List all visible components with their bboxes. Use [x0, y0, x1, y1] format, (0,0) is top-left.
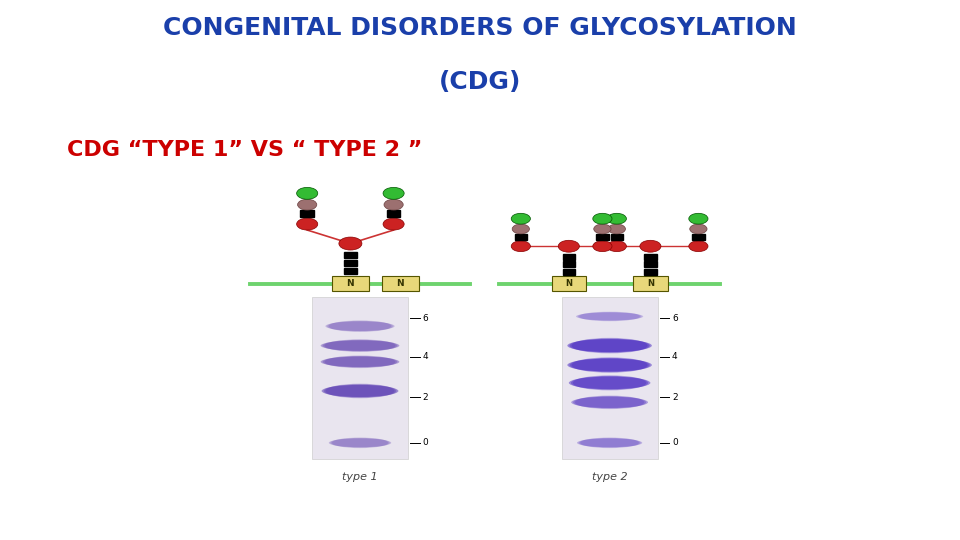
- Circle shape: [593, 224, 611, 234]
- Ellipse shape: [568, 376, 651, 389]
- Ellipse shape: [569, 339, 650, 353]
- Circle shape: [608, 241, 627, 252]
- Ellipse shape: [321, 340, 399, 351]
- Circle shape: [511, 241, 530, 252]
- FancyBboxPatch shape: [551, 276, 586, 291]
- Circle shape: [639, 240, 660, 252]
- Bar: [515, 234, 527, 240]
- Text: 2: 2: [422, 393, 428, 402]
- Ellipse shape: [324, 355, 396, 368]
- Ellipse shape: [323, 356, 397, 368]
- Ellipse shape: [578, 312, 641, 321]
- Text: 4: 4: [672, 353, 678, 361]
- Bar: [344, 252, 357, 258]
- Circle shape: [383, 218, 404, 230]
- Bar: [387, 210, 400, 217]
- Circle shape: [513, 224, 530, 234]
- Ellipse shape: [571, 357, 648, 373]
- Circle shape: [383, 187, 404, 199]
- Ellipse shape: [567, 339, 652, 352]
- Bar: [692, 234, 705, 240]
- Circle shape: [689, 241, 708, 252]
- Text: type 2: type 2: [591, 472, 628, 483]
- Text: N: N: [396, 279, 404, 288]
- Ellipse shape: [329, 320, 391, 332]
- Ellipse shape: [573, 375, 646, 390]
- Bar: [644, 254, 657, 260]
- Text: type 1: type 1: [342, 472, 378, 483]
- Circle shape: [511, 213, 530, 224]
- Text: 6: 6: [672, 314, 678, 322]
- Bar: [644, 269, 657, 275]
- FancyBboxPatch shape: [634, 276, 668, 291]
- Circle shape: [690, 224, 707, 234]
- Ellipse shape: [324, 339, 396, 352]
- Text: N: N: [647, 279, 654, 288]
- Ellipse shape: [576, 312, 643, 320]
- Circle shape: [689, 213, 708, 224]
- Ellipse shape: [571, 338, 648, 353]
- Bar: [344, 260, 357, 266]
- Text: N: N: [347, 279, 354, 288]
- Bar: [596, 234, 609, 240]
- Circle shape: [384, 199, 403, 210]
- Text: (CDG): (CDG): [439, 70, 521, 94]
- FancyBboxPatch shape: [382, 276, 419, 291]
- FancyBboxPatch shape: [562, 297, 658, 459]
- Ellipse shape: [327, 321, 393, 332]
- Ellipse shape: [579, 438, 640, 448]
- Circle shape: [592, 241, 612, 252]
- Ellipse shape: [567, 359, 652, 372]
- Bar: [611, 234, 623, 240]
- Ellipse shape: [322, 385, 398, 397]
- Ellipse shape: [580, 312, 639, 321]
- Text: CDG “TYPE 1” VS “ TYPE 2 ”: CDG “TYPE 1” VS “ TYPE 2 ”: [67, 140, 422, 160]
- FancyBboxPatch shape: [332, 276, 369, 291]
- Ellipse shape: [580, 437, 639, 448]
- Ellipse shape: [569, 358, 650, 372]
- Bar: [344, 268, 357, 274]
- Text: N: N: [565, 279, 572, 288]
- Ellipse shape: [321, 356, 399, 367]
- Ellipse shape: [325, 383, 395, 399]
- Circle shape: [608, 213, 627, 224]
- Ellipse shape: [577, 438, 642, 447]
- Bar: [563, 254, 575, 260]
- Bar: [300, 210, 314, 217]
- Ellipse shape: [325, 321, 395, 331]
- Ellipse shape: [323, 340, 397, 352]
- Ellipse shape: [575, 395, 644, 409]
- Circle shape: [339, 237, 362, 250]
- Ellipse shape: [573, 396, 646, 409]
- Ellipse shape: [332, 437, 388, 448]
- Ellipse shape: [328, 438, 392, 447]
- Text: 4: 4: [422, 353, 428, 361]
- Ellipse shape: [324, 384, 396, 397]
- Text: 0: 0: [422, 438, 428, 447]
- Text: CONGENITAL DISORDERS OF GLYCOSYLATION: CONGENITAL DISORDERS OF GLYCOSYLATION: [163, 16, 797, 40]
- Bar: [644, 261, 657, 267]
- Ellipse shape: [330, 438, 390, 448]
- Circle shape: [297, 187, 318, 199]
- Circle shape: [298, 199, 317, 210]
- FancyBboxPatch shape: [312, 297, 408, 459]
- Text: 0: 0: [672, 438, 678, 447]
- Bar: [563, 261, 575, 267]
- Circle shape: [559, 240, 580, 252]
- Ellipse shape: [571, 396, 648, 408]
- Circle shape: [609, 224, 626, 234]
- Text: 6: 6: [422, 314, 428, 322]
- Bar: [563, 269, 575, 275]
- Text: 2: 2: [672, 393, 678, 402]
- Ellipse shape: [571, 376, 648, 390]
- Circle shape: [592, 213, 612, 224]
- Circle shape: [297, 218, 318, 230]
